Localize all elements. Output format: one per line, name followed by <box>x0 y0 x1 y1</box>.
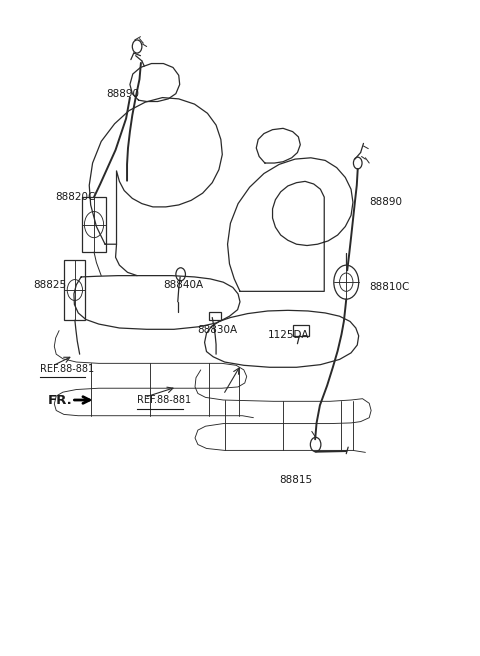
Text: 88830A: 88830A <box>197 325 237 335</box>
Text: 88820C: 88820C <box>56 192 96 202</box>
Text: 88815: 88815 <box>280 475 313 485</box>
Bar <box>209 312 221 320</box>
Text: 1125DA: 1125DA <box>268 329 309 340</box>
Bar <box>82 197 107 252</box>
Bar <box>293 325 309 336</box>
Text: FR.: FR. <box>48 394 72 407</box>
Text: 88810C: 88810C <box>369 282 409 292</box>
Text: 88825: 88825 <box>33 280 66 290</box>
Text: REF.88-881: REF.88-881 <box>40 363 94 373</box>
Text: 88840A: 88840A <box>163 280 204 290</box>
Text: REF.88-881: REF.88-881 <box>137 395 191 405</box>
Text: 88890: 88890 <box>106 89 139 98</box>
Text: 88890: 88890 <box>369 197 402 207</box>
Bar <box>64 260 85 320</box>
